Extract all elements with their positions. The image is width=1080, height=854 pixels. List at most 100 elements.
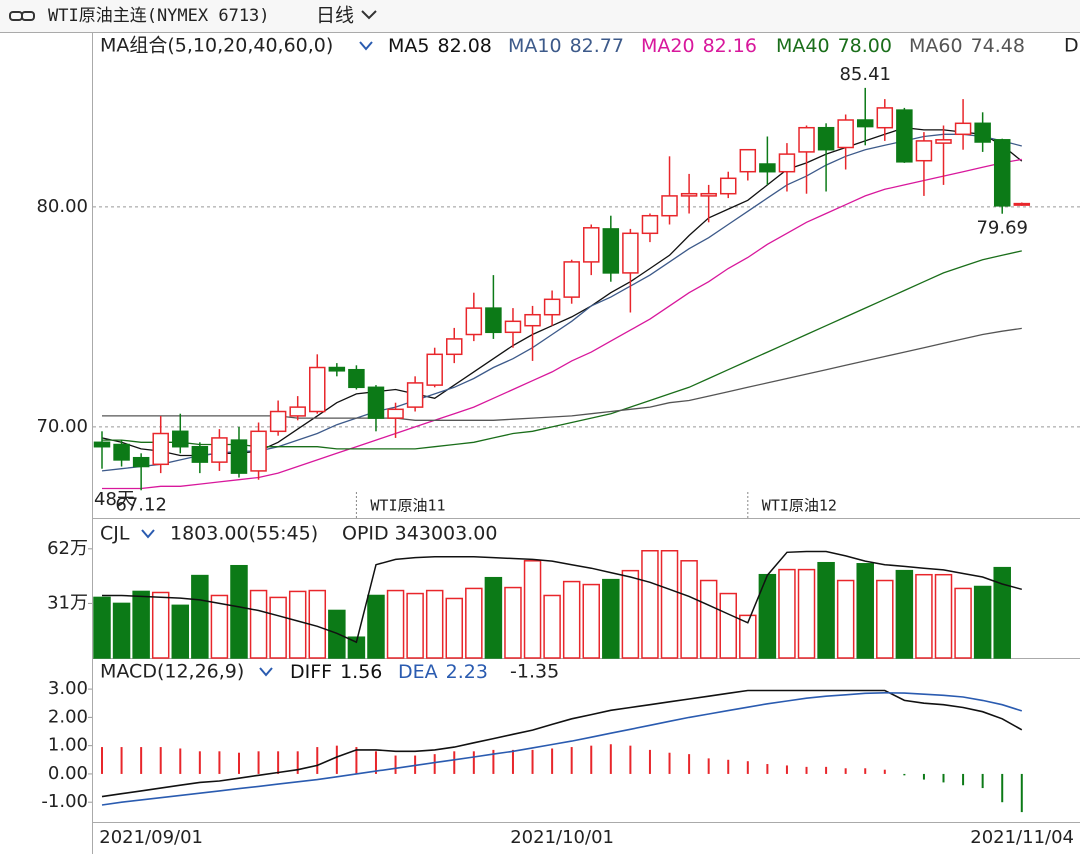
- candle-body: [622, 232, 639, 274]
- volume-bar: [367, 594, 385, 659]
- candle-body: [817, 126, 835, 151]
- volume-bar: [210, 594, 229, 659]
- candle-body: [406, 382, 424, 408]
- volume-bar: [249, 589, 268, 659]
- candle-body: [778, 153, 796, 173]
- volume-bar: [993, 566, 1011, 659]
- dropdown-arrow[interactable]: [259, 667, 273, 677]
- price-annotation: 85.41: [839, 64, 891, 85]
- candle-body: [543, 298, 561, 316]
- legend-item: DIFF 1.56: [290, 661, 382, 683]
- candle-body: [798, 126, 815, 153]
- volume-bar: [171, 604, 190, 659]
- histogram-value: -1.35: [510, 661, 559, 683]
- ma-line: [101, 127, 1023, 457]
- volume-bar: [543, 594, 561, 659]
- legend-value: 82.08: [437, 35, 491, 57]
- volume-bar: [973, 585, 992, 659]
- indicator-label[interactable]: CJL: [100, 523, 130, 545]
- candle-body: [524, 313, 541, 327]
- macd-line: [101, 689, 1023, 798]
- legend-name: MA20: [641, 35, 695, 57]
- legend-name: MA5: [388, 35, 429, 57]
- volume-bar: [719, 592, 737, 659]
- candle-body: [641, 214, 659, 235]
- candle-body: [974, 122, 991, 143]
- candle-body: [1013, 202, 1031, 206]
- volume-bar: [739, 614, 757, 659]
- volume-bar: [425, 589, 444, 659]
- candle-body: [504, 320, 522, 334]
- volume-bar: [465, 587, 483, 659]
- volume-bar: [680, 560, 698, 659]
- volume-bar: [347, 636, 366, 659]
- candle-body: [583, 227, 600, 263]
- candle-body: [856, 119, 874, 128]
- candle-body: [680, 192, 698, 197]
- volume-bar: [112, 602, 131, 659]
- candle-body: [113, 443, 130, 461]
- period-arrow[interactable]: [361, 10, 377, 20]
- candle-body: [700, 192, 717, 197]
- dropdown-arrow[interactable]: [359, 41, 373, 51]
- candle-body: [485, 307, 502, 334]
- legend-value: 82.16: [703, 35, 757, 57]
- legend-item: MA10 82.77: [508, 35, 624, 57]
- opid-label: OPID 343003.00: [342, 523, 497, 545]
- macd-line: [101, 691, 1023, 806]
- candle-body: [993, 139, 1011, 207]
- y-tick-label: 31万: [47, 592, 88, 613]
- ma-line: [102, 158, 1022, 490]
- opid-line: [102, 550, 1022, 644]
- volume-bar: [660, 550, 679, 659]
- volume-bar: [915, 573, 933, 659]
- ma-line: [102, 250, 1022, 450]
- volume-bar: [797, 568, 816, 659]
- y-tick-label: 70.00: [36, 416, 88, 437]
- indicator-label[interactable]: MA组合(5,10,20,40,60,0): [100, 35, 333, 57]
- volume-bar: [778, 568, 796, 659]
- candle-body: [896, 109, 913, 163]
- legend-name: MA40: [776, 35, 830, 57]
- contract-label: WTI原油11: [370, 497, 445, 515]
- candle-body: [289, 406, 306, 417]
- legend-item: MA20 82.16: [641, 35, 757, 57]
- link-icon: [9, 11, 35, 21]
- volume-bar: [582, 583, 600, 659]
- legend-item: MA5 82.08: [388, 35, 492, 57]
- x-tick-label: 2021/09/01: [99, 827, 203, 848]
- volume-bar: [151, 591, 170, 659]
- period-selector[interactable]: 日线: [316, 5, 354, 27]
- dropdown-arrow[interactable]: [141, 529, 155, 539]
- ma-line: [102, 327, 1022, 421]
- volume-bar: [836, 579, 855, 659]
- indicator-label[interactable]: MACD(12,26,9): [100, 661, 244, 683]
- contract-label: WTI原油12: [762, 497, 837, 515]
- legend-name: DEA: [398, 661, 438, 683]
- price-annotation: 67.12: [115, 494, 167, 515]
- volume-bar: [621, 569, 640, 659]
- candle-body: [465, 307, 483, 336]
- y-tick-label: 3.00: [48, 678, 88, 699]
- candle-body: [132, 456, 150, 468]
- candle-body: [152, 432, 169, 466]
- volume-bar: [132, 590, 150, 659]
- volume-bar: [954, 587, 972, 659]
- volume-bar: [817, 561, 835, 659]
- volume-bar: [562, 580, 581, 659]
- volume-bar: [895, 569, 914, 659]
- volume-bar: [406, 592, 424, 659]
- legend-item: MA40 78.00: [776, 35, 892, 57]
- legend-value: 1.56: [340, 661, 382, 683]
- volume-bar: [699, 579, 718, 659]
- legend-name: MA10: [508, 35, 562, 57]
- candle-body: [719, 177, 737, 195]
- candle-body: [563, 261, 580, 298]
- y-tick-label: 2.00: [48, 706, 88, 727]
- volume-status: 1803.00(55:45): [170, 523, 318, 545]
- volume-bar: [288, 590, 307, 659]
- volume-bar: [191, 574, 209, 659]
- legend-name: MA60: [909, 35, 963, 57]
- volume-bar: [856, 563, 874, 659]
- candle-body: [250, 430, 267, 472]
